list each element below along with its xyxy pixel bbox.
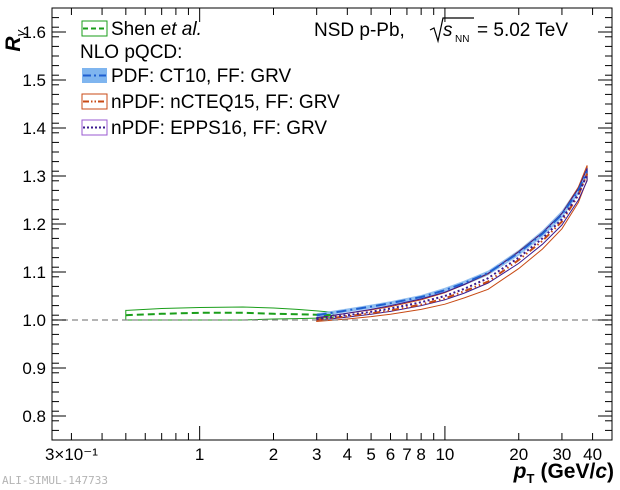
legend-label-shen: Shen et al. xyxy=(111,19,202,40)
series-line-2 xyxy=(316,173,589,321)
y-tick-label: 0.9 xyxy=(22,359,46,378)
x-tick-label: 8 xyxy=(416,445,425,464)
y-axis-title: Rγ xyxy=(2,29,28,52)
legend-key-shen xyxy=(81,20,108,37)
header-energy-value: = 5.02 TeV xyxy=(477,20,568,41)
x-tick-label: 10 xyxy=(435,445,454,464)
watermark: ALI-SIMUL-147733 xyxy=(2,474,108,487)
header-energy-var: s xyxy=(443,20,453,41)
x-tick-label: 5 xyxy=(366,445,375,464)
sqrt-symbol xyxy=(429,17,474,44)
header-energy-sub: NN xyxy=(455,34,469,45)
y-tick-label: 1.0 xyxy=(22,311,46,330)
legend-group-title: NLO pQCD: xyxy=(80,42,182,63)
x-tick-label: 1 xyxy=(195,445,204,464)
series-band-2 xyxy=(316,165,588,322)
y-tick-label: 1.6 xyxy=(22,23,46,42)
uncertainty-bands xyxy=(125,165,588,322)
x-axis-title: pT (GeV/c) xyxy=(513,460,614,486)
x-tick-label: 20 xyxy=(509,445,528,464)
legend-key-ncteq15 xyxy=(81,93,108,110)
legend: Shen et al. NLO pQCD: PDF: CT10, FF: GRV… xyxy=(80,19,340,139)
svg-text:pT(GeV/c): pT (GeV/c) xyxy=(513,460,614,486)
x-tick-label: 40 xyxy=(583,445,602,464)
x-tick-label: 3 xyxy=(312,445,321,464)
header-system: NSD p-Pb, xyxy=(314,20,405,41)
x-tick-label: 30 xyxy=(552,445,571,464)
y-tick-label: 1.1 xyxy=(22,263,46,282)
series-curves xyxy=(125,170,589,321)
y-tick-label: 1.5 xyxy=(22,71,46,90)
svg-text:Rγ: Rγ xyxy=(2,29,28,52)
x-tick-label: 4 xyxy=(343,445,352,464)
series-line-3 xyxy=(316,174,589,320)
chart-header: NSD p-Pb, s NN = 5.02 TeV xyxy=(314,17,568,45)
x-tick-label: 7 xyxy=(402,445,411,464)
x-tick-label: 2 xyxy=(269,445,278,464)
x-tick-label: 6 xyxy=(386,445,395,464)
series-band-3 xyxy=(316,168,588,322)
y-tick-label: 1.2 xyxy=(22,215,46,234)
y-tick-label: 0.8 xyxy=(22,407,46,426)
series-band-1 xyxy=(316,166,588,318)
legend-key-epps16 xyxy=(81,119,108,136)
x-tick-label: 3×10⁻¹ xyxy=(45,445,98,464)
legend-label-ncteq15: nPDF: nCTEQ15, FF: GRV xyxy=(111,92,340,113)
axis-ticks: 0.8 0.9 1.0 1.1 1.2 1.3 1.4 1.5 1.6 3×10⁻¹ 1 2 3 4 5 6 7… xyxy=(22,7,612,464)
legend-label-ct10: PDF: CT10, FF: GRV xyxy=(111,66,292,87)
y-tick-label: 1.3 xyxy=(22,167,46,186)
series-line-1 xyxy=(316,170,589,317)
series-line-0 xyxy=(125,311,334,317)
legend-label-epps16: nPDF: EPPS16, FF: GRV xyxy=(111,118,327,139)
y-tick-label: 1.4 xyxy=(22,119,46,138)
